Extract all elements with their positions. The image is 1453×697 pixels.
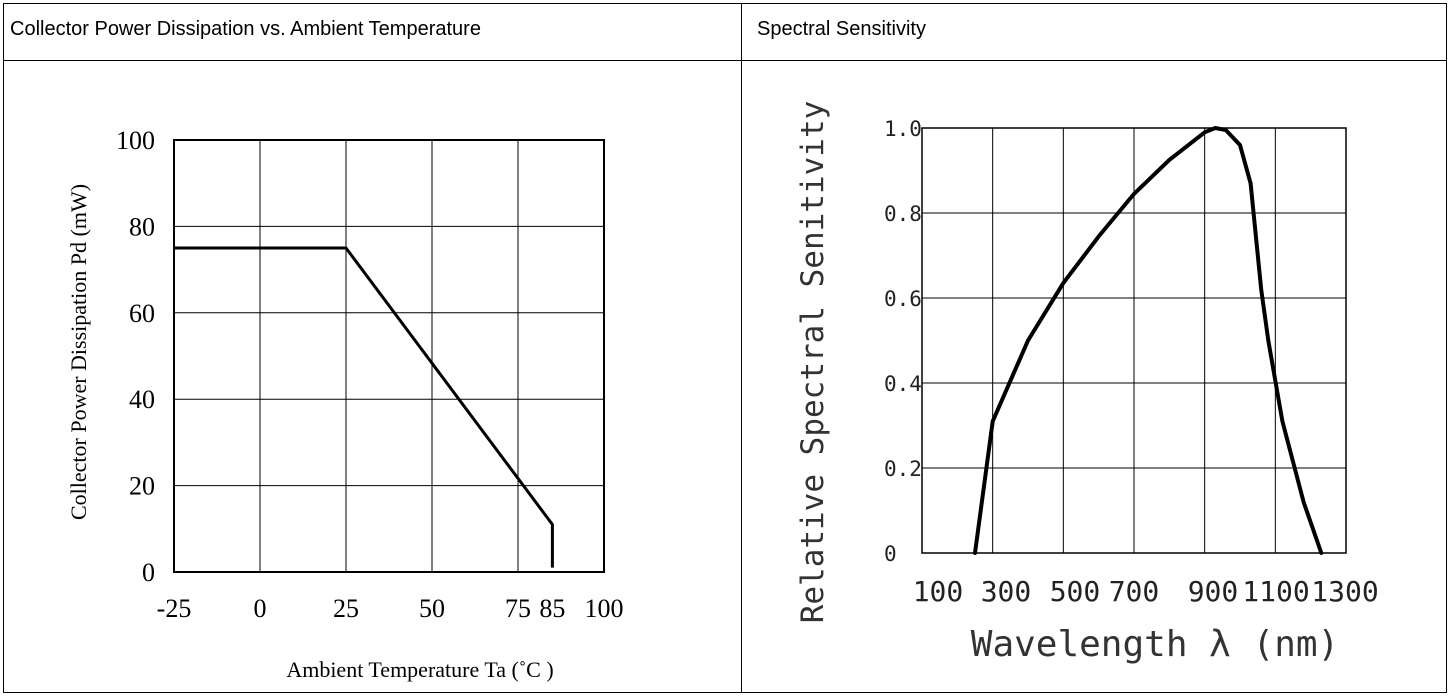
table-frame	[3, 3, 1447, 693]
x-tick-label: 50	[419, 594, 445, 623]
x-axis-label: Ambient Temperature Ta (˚C )	[286, 657, 553, 682]
y-tick-label: 80	[129, 212, 155, 241]
x-tick-label: 300	[981, 575, 1032, 608]
x-tick-label: -25	[157, 594, 192, 623]
y-axis-label: Relative Spectral Senitivity	[795, 101, 831, 624]
y-tick-label: 0.2	[884, 457, 922, 481]
plot-frame	[173, 139, 605, 573]
header-divider	[3, 60, 1447, 61]
y-tick-label: 0.6	[884, 287, 922, 311]
y-tick-label: 0.8	[884, 202, 922, 226]
x-tick-label: 500	[1050, 575, 1101, 608]
x-tick-label: 0	[254, 594, 267, 623]
x-tick-label: 100	[585, 594, 624, 623]
header-spectral-sensitivity: Spectral Sensitivity	[757, 18, 926, 40]
y-tick-label: 0.4	[884, 372, 922, 396]
y-tick-label: 100	[116, 126, 155, 155]
y-tick-label: 20	[129, 472, 155, 501]
y-tick-label: 1.0	[884, 117, 922, 141]
column-divider	[741, 3, 742, 693]
x-tick-label: 100	[913, 575, 964, 608]
y-tick-label: 0	[142, 558, 155, 587]
x-tick-label: 25	[333, 594, 359, 623]
x-tick-label: 900	[1188, 575, 1239, 608]
x-tick-label: 700	[1109, 575, 1160, 608]
y-axis-label: Collector Power Dissipation Pd (mW)	[66, 184, 91, 520]
x-tick-label: 1300	[1311, 575, 1378, 608]
x-tick-label: 1100	[1242, 575, 1309, 608]
x-tick-label: 85	[539, 594, 565, 623]
header-power-dissipation: Collector Power Dissipation vs. Ambient …	[10, 18, 481, 40]
y-tick-label: 0	[884, 542, 897, 566]
y-tick-label: 40	[129, 385, 155, 414]
plot-frame	[921, 127, 1347, 554]
x-axis-label: Wavelength λ (nm)	[971, 624, 1339, 665]
series-line	[174, 246, 554, 568]
x-tick-label: 75	[505, 594, 531, 623]
y-tick-label: 60	[129, 299, 155, 328]
series-line	[973, 126, 1324, 555]
